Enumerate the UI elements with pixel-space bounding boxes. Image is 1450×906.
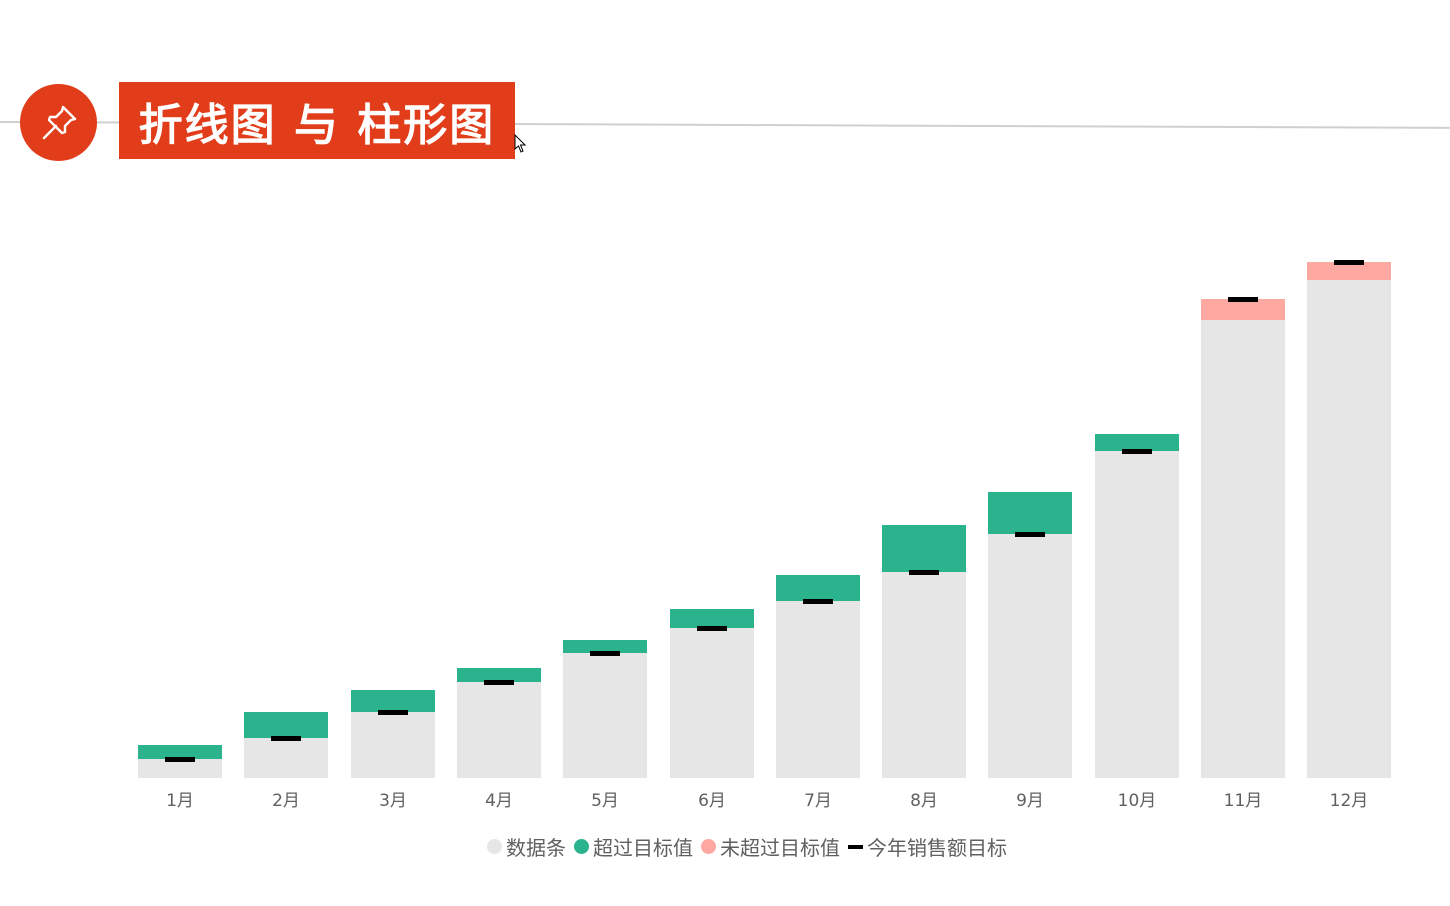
target-marker	[1015, 532, 1045, 537]
x-axis-label: 3月	[379, 791, 407, 811]
bar-data	[138, 759, 222, 778]
bar-above-target	[457, 668, 541, 682]
bar-above-target	[244, 712, 328, 738]
x-axis-label: 9月	[1016, 791, 1044, 811]
legend-dot-icon	[574, 839, 589, 854]
mouse-cursor-icon	[514, 134, 526, 153]
target-marker	[484, 680, 514, 685]
bar-above-target	[882, 525, 966, 572]
x-axis-label: 11月	[1223, 791, 1263, 811]
bar-data	[1201, 320, 1285, 778]
legend-item: 数据条	[487, 832, 566, 861]
x-axis-label: 7月	[804, 791, 832, 811]
bar-below-target	[1201, 299, 1285, 320]
bar-data	[1307, 280, 1391, 778]
target-marker	[165, 757, 195, 762]
legend-dot-icon	[701, 839, 716, 854]
legend-item: 超过目标值	[574, 832, 693, 861]
target-marker	[909, 570, 939, 575]
bar-above-target	[776, 575, 860, 601]
target-marker	[378, 710, 408, 715]
bar-data	[670, 628, 754, 778]
title-banner: 折线图 与 柱形图	[119, 82, 515, 159]
legend-label: 数据条	[506, 836, 566, 860]
bar-data	[244, 738, 328, 778]
x-axis-label: 1月	[166, 791, 194, 811]
legend-label: 未超过目标值	[720, 836, 840, 860]
x-axis-label: 6月	[698, 791, 726, 811]
legend-item: 未超过目标值	[701, 832, 840, 861]
legend-item: 今年销售额目标	[848, 832, 1007, 861]
bar-above-target	[670, 609, 754, 628]
pushpin-badge	[20, 84, 97, 161]
x-axis-label: 4月	[485, 791, 513, 811]
bar-data	[882, 572, 966, 778]
target-marker	[1228, 297, 1258, 302]
bar-data	[776, 601, 860, 778]
legend-dot-icon	[487, 839, 502, 854]
bar-above-target	[563, 640, 647, 653]
bar-data	[351, 712, 435, 778]
bar-data	[457, 682, 541, 778]
x-axis-label: 8月	[910, 791, 938, 811]
bar-above-target	[138, 745, 222, 759]
x-axis-label: 10月	[1117, 791, 1157, 811]
target-marker	[590, 651, 620, 656]
bar-data	[563, 653, 647, 778]
x-axis-label: 12月	[1329, 791, 1369, 811]
target-marker	[697, 626, 727, 631]
target-marker	[271, 736, 301, 741]
legend-label: 超过目标值	[593, 836, 693, 860]
bar-above-target	[351, 690, 435, 712]
bar-data	[1095, 451, 1179, 778]
page-title: 折线图 与 柱形图	[138, 99, 496, 151]
legend-dash-icon	[848, 844, 863, 849]
x-axis-label: 5月	[591, 791, 619, 811]
bar-above-target	[1095, 434, 1179, 451]
legend-label: 今年销售额目标	[867, 836, 1007, 860]
bar-above-target	[988, 492, 1072, 534]
target-marker	[1334, 260, 1364, 265]
bar-data	[988, 534, 1072, 778]
chart-legend: 数据条 超过目标值 未超过目标值 今年销售额目标	[487, 832, 1015, 861]
bar-below-target	[1307, 262, 1391, 280]
pushpin-icon	[42, 105, 76, 139]
x-axis-label: 2月	[272, 791, 300, 811]
target-marker	[803, 599, 833, 604]
target-marker	[1122, 449, 1152, 454]
